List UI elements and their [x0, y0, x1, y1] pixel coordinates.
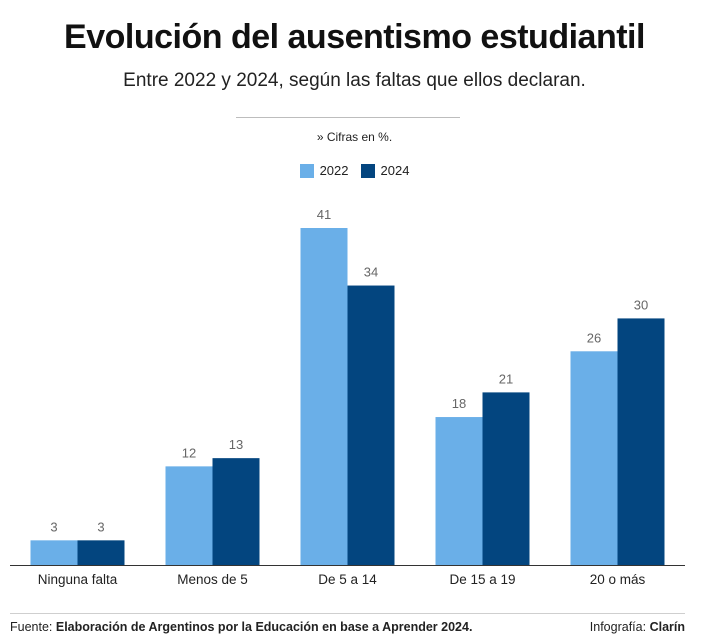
- bar-2024-3: [482, 392, 530, 565]
- value-label-2024-4: 30: [634, 297, 648, 312]
- footer-divider: [10, 613, 685, 614]
- bar-2024-2: [347, 285, 395, 565]
- bar-2022-0: [30, 540, 78, 565]
- legend-swatch-2024: [360, 163, 375, 178]
- legend-swatch-2022: [299, 163, 314, 178]
- value-label-2022-2: 41: [317, 207, 331, 222]
- value-label-2022-1: 12: [182, 445, 196, 460]
- bar-2024-0: [77, 540, 125, 565]
- category-label-4: 20 o más: [590, 572, 646, 587]
- value-label-2024-0: 3: [97, 519, 104, 534]
- header-divider: [236, 117, 460, 118]
- value-label-2022-4: 26: [587, 330, 601, 345]
- credit-note: Infografía: Clarín: [590, 620, 685, 634]
- source-note: Fuente: Elaboración de Argentinos por la…: [10, 620, 472, 634]
- legend-item-2022: 2022: [299, 163, 349, 178]
- value-label-2024-2: 34: [364, 265, 378, 280]
- legend-label-2022: 2022: [319, 163, 349, 178]
- legend-label-2024: 2024: [380, 163, 410, 178]
- legend-item-2024: 2024: [360, 163, 410, 178]
- category-label-3: De 15 a 19: [449, 572, 515, 587]
- value-label-2024-1: 13: [229, 437, 243, 452]
- source-text: Elaboración de Argentinos por la Educaci…: [55, 620, 473, 634]
- bar-2024-1: [212, 458, 260, 565]
- bar-2022-3: [435, 417, 483, 565]
- category-label-1: Menos de 5: [177, 572, 248, 587]
- credit-label: Infografía:: [589, 620, 647, 634]
- category-label-0: Ninguna falta: [38, 572, 118, 587]
- value-label-2022-0: 3: [50, 519, 57, 534]
- bar-2024-4: [617, 318, 665, 565]
- legend: 2022 2024: [0, 163, 709, 178]
- bar-2022-2: [300, 228, 348, 565]
- bar-2022-1: [165, 466, 213, 565]
- chart-subtitle: Entre 2022 y 2024, según las faltas que …: [123, 70, 586, 91]
- value-label-2024-3: 21: [499, 371, 513, 386]
- value-label-2022-3: 18: [452, 396, 466, 411]
- chart-title: Evolución del ausentismo estudiantil: [64, 18, 645, 56]
- bar-2022-4: [570, 351, 618, 565]
- source-label: Fuente:: [10, 620, 53, 634]
- credit-text: Clarín: [649, 620, 685, 634]
- category-label-2: De 5 a 14: [318, 572, 377, 587]
- units-note: » Cifras en %.: [316, 130, 393, 144]
